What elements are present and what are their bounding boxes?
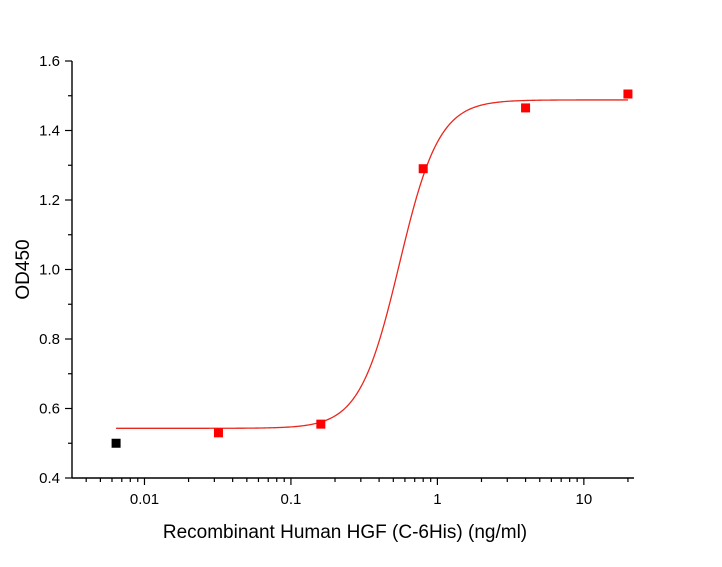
x-ticks: 0.01 0.1 1 10 bbox=[85, 478, 629, 508]
x-axis-title: Recombinant Human HGF (C-6His) (ng/ml) bbox=[163, 522, 527, 543]
data-points bbox=[111, 89, 633, 448]
y-axis-title: OD450 bbox=[13, 239, 34, 299]
data-point bbox=[418, 164, 428, 174]
data-point bbox=[316, 419, 326, 429]
fit-curve bbox=[116, 99, 628, 429]
data-point bbox=[521, 103, 531, 113]
y-ticks: 0.4 0.6 0.8 1.0 1.2 1.4 1.6 bbox=[39, 53, 72, 487]
y-tick-label: 1.4 bbox=[39, 123, 60, 140]
y-tick-label: 0.6 bbox=[39, 401, 60, 418]
y-tick-label: 0.8 bbox=[39, 331, 60, 348]
data-point bbox=[623, 89, 633, 99]
x-tick-label: 10 bbox=[576, 491, 593, 508]
data-point bbox=[111, 438, 121, 448]
axes bbox=[71, 61, 634, 479]
x-tick-label: 1 bbox=[433, 491, 441, 508]
data-point bbox=[213, 428, 223, 438]
y-tick-label: 1.0 bbox=[39, 262, 60, 279]
y-tick-label: 1.6 bbox=[39, 53, 60, 70]
y-tick-label: 1.2 bbox=[39, 192, 60, 209]
y-tick-label: 0.4 bbox=[39, 470, 60, 487]
x-tick-label: 0.01 bbox=[130, 491, 159, 508]
x-tick-label: 0.1 bbox=[281, 491, 302, 508]
